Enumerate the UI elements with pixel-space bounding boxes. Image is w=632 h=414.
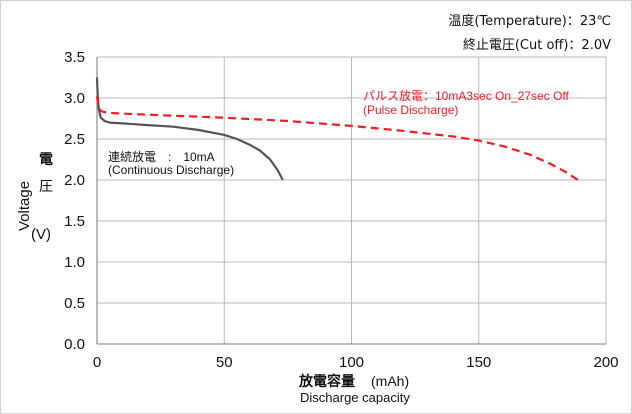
y-tick-label: 1.5: [64, 213, 85, 230]
y-axis-title: Voltage: [16, 181, 33, 231]
y-axis-kanji-1: 電: [39, 151, 53, 168]
y-tick-label: 0.5: [64, 295, 85, 312]
continuous-discharge-line: [95, 77, 284, 181]
x-axis-unit: (mAh): [371, 373, 409, 389]
y-tick-label: 3.5: [64, 49, 85, 66]
pulse-label-line2: (Pulse Discharge): [363, 103, 458, 117]
x-axis-title: 放電容量: [298, 373, 355, 390]
x-axis-subtitle: Discharge capacity: [300, 390, 410, 405]
y-tick-label: 3.0: [64, 90, 85, 107]
y-axis-kanji-2: 圧: [39, 179, 53, 195]
cutoff-label: 終止電圧(Cut off)：2.0V: [462, 38, 611, 53]
y-tick-label: 2.0: [64, 172, 85, 189]
continuous-label-line2: (Continuous Discharge): [108, 163, 234, 177]
temperature-label: 温度(Temperature)：23℃: [448, 14, 611, 29]
pulse-discharge-line: [95, 96, 579, 181]
continuous-label-line1: 連続放電 : 10mA: [108, 149, 215, 164]
x-tick-label: 0: [93, 354, 101, 371]
x-tick-label: 200: [593, 354, 618, 371]
pulse-label-line1: パルス放電：10mA3sec On_27sec Off: [363, 88, 570, 103]
x-tick-label: 150: [466, 354, 491, 371]
y-tick-label: 0.0: [64, 336, 85, 353]
y-axis-unit: (V): [31, 226, 51, 243]
x-tick-label: 100: [339, 354, 364, 371]
y-tick-label: 1.0: [64, 254, 85, 271]
x-tick-label: 50: [216, 354, 233, 371]
y-tick-label: 2.5: [64, 131, 85, 148]
